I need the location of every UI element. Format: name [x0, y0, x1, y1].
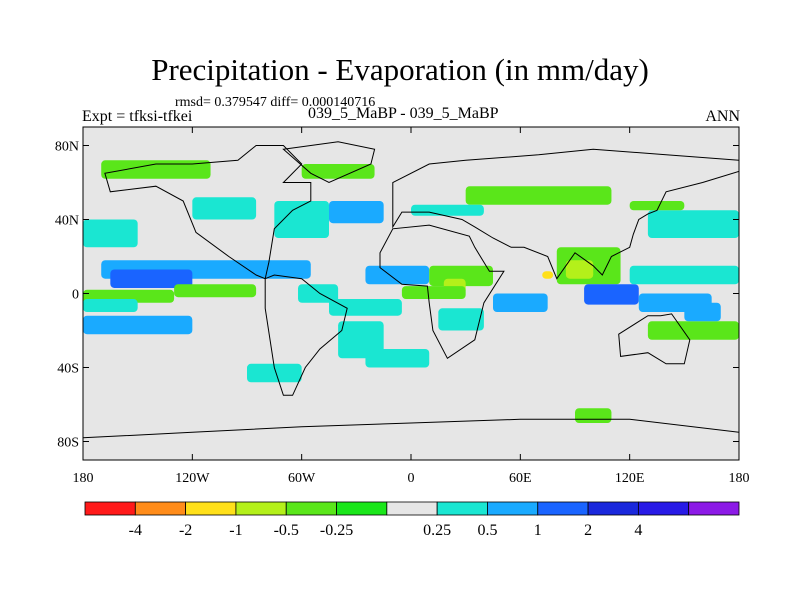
field-region-16	[438, 308, 484, 331]
y-tick-label: 40N	[55, 214, 79, 229]
colorbar-label: 0.5	[477, 522, 497, 539]
field-region-6	[365, 265, 430, 285]
colorbar-label: 1	[534, 522, 542, 539]
colorbar-label: -4	[129, 522, 142, 539]
colorbar-label: -2	[179, 522, 192, 539]
field-region-33	[247, 363, 302, 383]
field-region-8	[83, 315, 193, 335]
field-regions	[83, 160, 739, 423]
y-tick-label: 80N	[55, 140, 79, 155]
colorbar-swatch-10	[587, 501, 639, 516]
chart-title: Precipitation - Evaporation (in mm/day)	[151, 52, 649, 87]
x-tick-label: 60E	[509, 471, 532, 486]
field-region-29	[647, 321, 739, 340]
field-region-28	[101, 160, 211, 179]
field-region-20	[542, 271, 554, 279]
coastline-antarctica	[83, 418, 739, 460]
colorbar-label: -0.25	[320, 522, 353, 539]
colorbar-swatch-12	[688, 501, 740, 516]
colorbar-label: -0.5	[274, 522, 299, 539]
coastline-greenland	[282, 141, 376, 184]
stats-label: rmsd= 0.379547 diff= 0.000140716	[175, 95, 376, 110]
coastline-australia	[618, 313, 691, 365]
field-region-27	[301, 164, 375, 179]
colorbar-label: 4	[634, 522, 642, 539]
y-tick-label: 0	[72, 288, 79, 303]
colorbar-label: 2	[584, 522, 592, 539]
field-region-17	[493, 293, 548, 312]
coastline-eurasia	[392, 148, 739, 280]
field-region-1	[110, 269, 193, 288]
colorbar-swatch-11	[637, 501, 690, 516]
colorbar-label: -1	[229, 522, 242, 539]
field-region-24	[647, 210, 739, 238]
colorbar-swatch-4	[285, 501, 337, 516]
coastline-south-america	[264, 274, 348, 396]
field-region-25	[629, 201, 685, 211]
x-tick-label: 120W	[175, 471, 210, 486]
x-tick-label: 120E	[615, 471, 645, 486]
coastline-north-america	[104, 145, 312, 280]
colorbar-label: 0.25	[423, 522, 451, 539]
field-region-35	[575, 408, 612, 423]
x-tick-label: 60W	[288, 471, 316, 486]
colorbar-swatch-1	[134, 501, 187, 516]
field-region-30	[83, 299, 138, 312]
colorbar-swatch-3	[235, 501, 287, 516]
colorbar-swatch-2	[185, 501, 237, 516]
field-region-32	[411, 204, 484, 216]
x-tick-label: 180	[73, 471, 94, 486]
field-region-23	[629, 265, 739, 285]
field-region-21	[584, 284, 639, 305]
colorbar-swatch-5	[336, 501, 388, 516]
field-region-15	[401, 286, 466, 300]
field-region-3	[192, 197, 257, 220]
colorbar-swatch-0	[84, 501, 136, 516]
colorbar: -4 -2 -1 -0.5 -0.25 0.25 0.5 1 2 4	[84, 501, 740, 539]
axis-ticks: 180 120W 60W 0 60E 120E 180 80N 40N 0 40S 80S	[55, 127, 750, 486]
experiment-label: Expt = tfksi-tfkei	[82, 108, 193, 125]
field-region-11	[329, 299, 402, 316]
y-tick-label: 40S	[57, 362, 79, 377]
field-region-31	[684, 302, 721, 322]
field-region-9	[174, 284, 257, 298]
colorbar-swatch-6	[386, 501, 438, 516]
coastlines	[83, 141, 739, 460]
field-region-34	[365, 349, 430, 368]
colorbar-swatch-8	[487, 501, 539, 516]
y-tick-label: 80S	[57, 436, 79, 451]
field-region-4	[274, 201, 329, 238]
field-region-5	[329, 201, 384, 224]
field-region-26	[465, 186, 612, 205]
field-region-19	[565, 260, 594, 279]
season-label: ANN	[705, 108, 740, 125]
x-tick-label: 0	[408, 471, 415, 486]
colorbar-swatch-9	[537, 501, 589, 516]
cases-label: 039_5_MaBP - 039_5_MaBP	[308, 105, 499, 122]
colorbar-swatch-7	[436, 501, 488, 516]
coastline-africa	[379, 224, 505, 360]
x-tick-label: 180	[729, 471, 750, 486]
field-region-2	[83, 219, 138, 248]
